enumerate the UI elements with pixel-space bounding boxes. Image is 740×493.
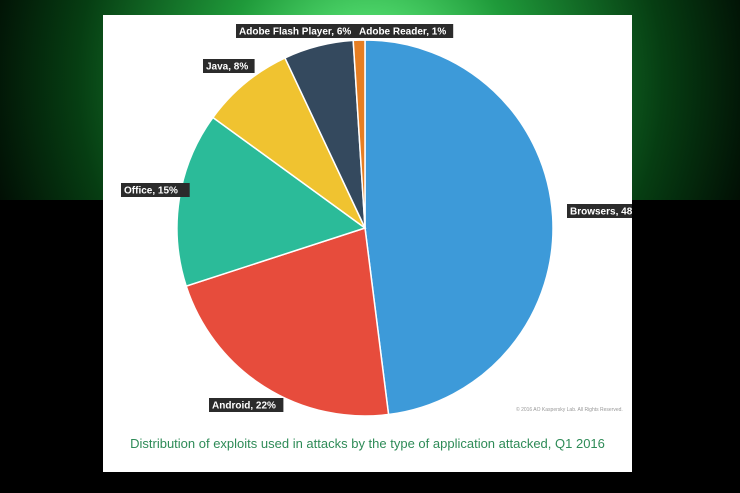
pie-label-text-adobe-flash-player: Adobe Flash Player, 6% xyxy=(239,27,351,38)
pie-label-adobe-flash-player: Adobe Flash Player, 6% xyxy=(236,24,368,38)
pie-chart: Browsers, 48% Android, 22% Office, 15% Java… xyxy=(121,24,632,417)
pie-slice-browsers xyxy=(364,39,554,416)
pie-label-office: Office, 15% xyxy=(121,183,190,197)
chart-card: Browsers, 48% Android, 22% Office, 15% Java… xyxy=(103,15,632,472)
copyright-text: © 2016 AO Kaspersky Lab. All Rights Rese… xyxy=(516,407,623,413)
pie-label-text-android: Android, 22% xyxy=(212,401,276,412)
pie-label-adobe-reader: Adobe Reader, 1% xyxy=(356,24,454,38)
pie-label-text-office: Office, 15% xyxy=(124,186,178,197)
pie-slice-adobe-reader xyxy=(352,39,366,229)
pie-label-browsers: Browsers, 48% xyxy=(567,204,632,218)
pie-label-java: Java, 8% xyxy=(203,59,255,73)
pie-label-text-browsers: Browsers, 48% xyxy=(570,207,632,218)
pie-slice-office xyxy=(176,116,367,288)
pie-label-android: Android, 22% xyxy=(209,398,284,412)
pie-slice-android xyxy=(185,227,390,417)
chart-caption: Distribution of exploits used in attacks… xyxy=(130,436,605,451)
pie-label-text-adobe-reader: Adobe Reader, 1% xyxy=(359,27,446,38)
pie-label-text-java: Java, 8% xyxy=(206,62,248,73)
pie-slice-java xyxy=(211,56,366,229)
